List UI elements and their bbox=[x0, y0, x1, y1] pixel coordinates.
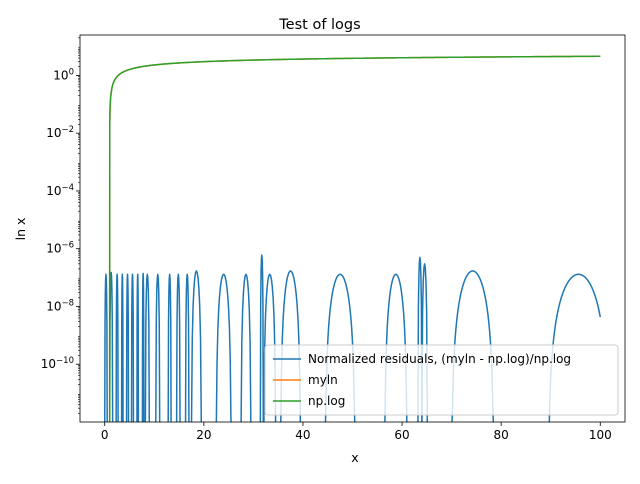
y-tick-exponent: −6 bbox=[61, 241, 74, 251]
y-axis-label: ln x bbox=[13, 218, 28, 241]
y-tick-label: 100 bbox=[53, 67, 74, 82]
np-log-line bbox=[108, 55, 601, 422]
y-tick-label: 10−10 bbox=[41, 356, 74, 371]
legend-label: myln bbox=[308, 373, 338, 387]
y-tick-label: 10−6 bbox=[46, 241, 74, 256]
y-tick-exponent: −2 bbox=[61, 125, 74, 135]
chart-title: Test of logs bbox=[278, 17, 360, 33]
legend-box bbox=[264, 344, 619, 416]
y-tick-base: 10 bbox=[46, 184, 61, 198]
y-tick-exponent: −8 bbox=[61, 298, 74, 308]
x-tick-label: 0 bbox=[101, 428, 109, 442]
legend-label: np.log bbox=[308, 394, 345, 408]
x-axis-ticks: 0 20 40 60 80 100 bbox=[101, 422, 612, 442]
y-tick-exponent: 0 bbox=[69, 67, 74, 77]
x-tick-label: 40 bbox=[295, 428, 310, 442]
y-tick-label: 10−8 bbox=[46, 298, 74, 313]
residuals-line bbox=[104, 254, 602, 422]
legend-entry-residuals: Normalized residuals, (myln - np.log)/np… bbox=[273, 352, 571, 366]
y-tick-base: 10 bbox=[53, 68, 68, 82]
x-tick-label: 100 bbox=[589, 428, 612, 442]
y-tick-exponent: −10 bbox=[56, 356, 74, 366]
legend-entry-np-log: np.log bbox=[273, 394, 345, 408]
y-tick-base: 10 bbox=[46, 299, 61, 313]
legend-entry-myln: myln bbox=[273, 373, 338, 387]
legend: Normalized residuals, (myln - np.log)/np… bbox=[264, 344, 619, 416]
y-tick-base: 10 bbox=[41, 357, 56, 371]
x-axis-label: x bbox=[351, 450, 358, 465]
x-tick-label: 60 bbox=[394, 428, 409, 442]
series-layer bbox=[104, 55, 602, 422]
legend-label: Normalized residuals, (myln - np.log)/np… bbox=[308, 352, 571, 366]
y-tick-base: 10 bbox=[46, 126, 61, 140]
y-tick-label: 10−4 bbox=[46, 183, 74, 198]
y-tick-exponent: −4 bbox=[61, 183, 74, 193]
y-tick-base: 10 bbox=[46, 242, 61, 256]
x-tick-label: 20 bbox=[196, 428, 211, 442]
y-tick-label: 10−2 bbox=[46, 125, 74, 140]
x-tick-label: 80 bbox=[494, 428, 509, 442]
